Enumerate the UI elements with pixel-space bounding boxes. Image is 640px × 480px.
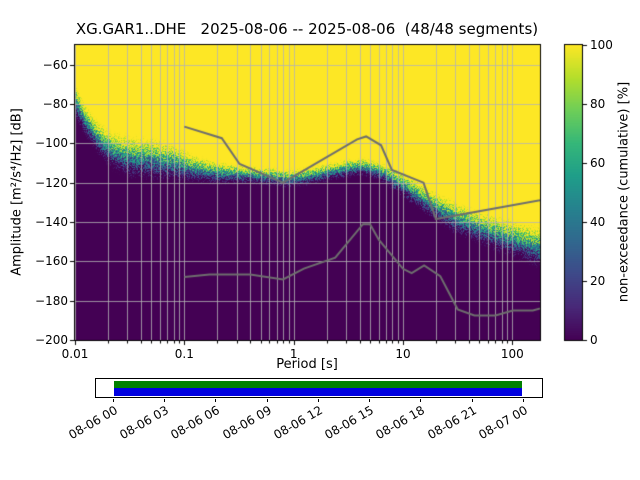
- y-tick-label: −180: [35, 293, 68, 308]
- coverage-data-stripe: [113, 388, 522, 396]
- x-tick-label: 0.01: [61, 347, 89, 361]
- time-tick-mark: [267, 399, 268, 402]
- y-tick-label: −60: [42, 57, 68, 72]
- time-tick-mark: [523, 399, 524, 402]
- time-tick-mark: [215, 399, 216, 402]
- coverage-processed-stripe: [113, 381, 522, 388]
- time-tick-mark: [472, 399, 473, 402]
- time-tick-mark: [420, 399, 421, 402]
- time-tick-mark: [318, 399, 319, 402]
- time-tick-mark: [369, 399, 370, 402]
- y-tick-label: −120: [35, 175, 68, 190]
- x-tick-label: 0.1: [174, 347, 194, 361]
- time-tick-mark: [164, 399, 165, 402]
- colorbar-tick-label: 20: [590, 274, 606, 288]
- colorbar-tick-label: 100: [590, 38, 613, 52]
- colorbar-label: non-exceedance (cumulative) [%]: [616, 81, 632, 303]
- time-tick-mark: [113, 399, 114, 402]
- y-axis-label: Amplitude [m²/s⁴/Hz] [dB]: [9, 108, 25, 276]
- x-tick-label: 10: [395, 347, 411, 361]
- x-tick-label: 1: [289, 347, 298, 361]
- x-tick-label: 100: [500, 347, 524, 361]
- colorbar-tick-label: 0: [590, 333, 598, 347]
- y-tick-label: −100: [35, 136, 68, 151]
- y-tick-label: −80: [42, 97, 68, 111]
- colorbar-tick-label: 40: [590, 215, 606, 229]
- plot-title: XG.GAR1..DHE 2025-08-06 -- 2025-08-06 (4…: [75, 20, 539, 38]
- y-tick-label: −200: [35, 333, 68, 347]
- colorbar-tick-label: 60: [590, 156, 606, 170]
- colorbar-tick-label: 80: [590, 97, 606, 111]
- x-axis-label: Period [s]: [276, 357, 338, 372]
- data-coverage-bar: [95, 378, 543, 398]
- y-tick-label: −140: [35, 215, 68, 229]
- y-tick-label: −160: [35, 254, 68, 269]
